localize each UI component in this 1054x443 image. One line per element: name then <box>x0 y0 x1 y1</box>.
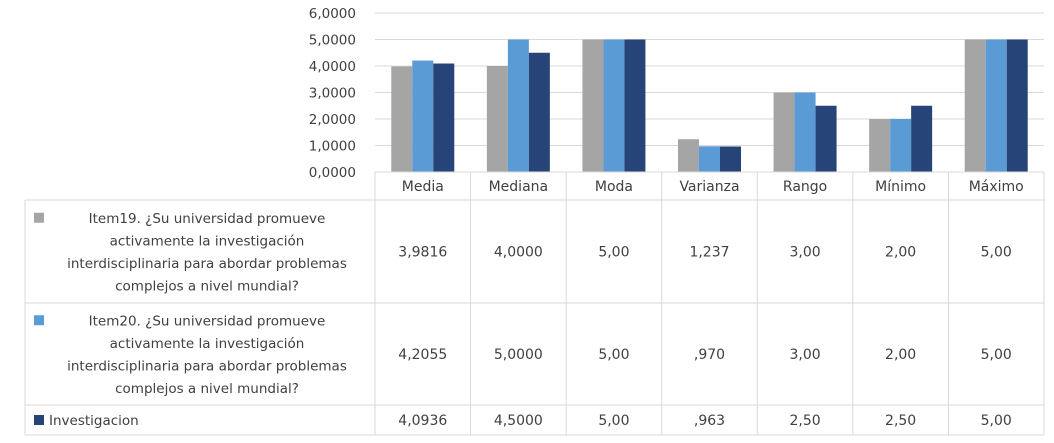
table-cell-value: 2,50 <box>789 413 820 429</box>
bar <box>507 39 529 172</box>
table-cell-value: 5,00 <box>981 413 1012 429</box>
legend-label-line: activamente la investigación <box>110 336 305 352</box>
table-cell-value: 5,00 <box>598 245 629 261</box>
category-label: Mediana <box>489 179 549 195</box>
table-cell-value: 1,237 <box>689 245 729 261</box>
data-table: Media Mediana Moda Varianza Rango Mínimo Máxim… <box>24 171 1045 436</box>
y-tick-label: 5,0000 <box>309 33 356 49</box>
bar <box>773 92 795 172</box>
table-cell-value: ,970 <box>694 347 725 363</box>
bar <box>720 146 741 172</box>
category-label: Mínimo <box>875 179 926 195</box>
legend-label-line: interdisciplinaria para abordar problema… <box>67 256 347 272</box>
y-tick-label: 3,0000 <box>309 86 356 102</box>
legend-key <box>34 415 44 425</box>
legend-label-line: complejos a nivel mundial? <box>115 278 299 294</box>
bar <box>815 105 837 172</box>
legend-key <box>34 212 44 223</box>
table-cell-value: 3,00 <box>789 245 820 261</box>
gridlines <box>375 12 1044 146</box>
bars <box>391 39 1028 173</box>
bar <box>964 39 986 172</box>
table-cell-value: 2,00 <box>885 245 916 261</box>
category-label: Rango <box>783 179 827 195</box>
y-tick-label: 2,0000 <box>309 112 356 128</box>
category-label: Varianza <box>679 179 739 195</box>
table-cell-value: 5,00 <box>981 347 1012 363</box>
table-cell-value: 4,2055 <box>398 347 447 363</box>
bar <box>699 146 720 172</box>
y-axis-tick-labels: 0,0000 1,0000 2,0000 3,0000 4,0000 5,0000 6,00… <box>309 6 356 181</box>
category-label: Moda <box>595 179 633 195</box>
legend-key <box>34 315 44 326</box>
bar <box>528 52 550 172</box>
table-cell-value: 5,00 <box>598 347 629 363</box>
table-cell-value: 2,50 <box>885 413 916 429</box>
table-cell-value: 4,0000 <box>494 245 543 261</box>
legend-label-line: interdisciplinaria para abordar problema… <box>67 358 347 374</box>
table-cell-value: 3,00 <box>789 347 820 363</box>
bar <box>603 39 625 172</box>
category-label: Máximo <box>969 179 1024 195</box>
y-tick-label: 6,0000 <box>309 6 356 22</box>
legend-label-line: Investigacion <box>49 413 139 429</box>
bar <box>869 119 891 172</box>
table-cell-value: 5,0000 <box>494 347 543 363</box>
table-cell-value: 5,00 <box>981 245 1012 261</box>
legend-label-line: activamente la investigación <box>110 233 305 249</box>
y-tick-label: 0,0000 <box>309 165 356 181</box>
bar <box>678 139 699 172</box>
legend-label-line: Item19. ¿Su universidad promueve <box>89 211 326 227</box>
table-cell-value: 3,9816 <box>398 245 447 261</box>
bar <box>391 66 413 172</box>
bar <box>1006 39 1028 172</box>
legend-label-line: complejos a nivel mundial? <box>115 381 299 397</box>
y-tick-label: 4,0000 <box>309 59 356 75</box>
category-label: Media <box>402 179 444 195</box>
table-cell-value: 5,00 <box>598 413 629 429</box>
bar <box>985 39 1007 172</box>
bar <box>911 105 933 172</box>
bar <box>412 60 434 173</box>
bar <box>794 92 816 172</box>
y-tick-label: 1,0000 <box>309 139 356 155</box>
bar <box>433 63 455 172</box>
table-cell-value: 2,00 <box>885 347 916 363</box>
table-cell-value: ,963 <box>694 413 725 429</box>
bar <box>582 39 604 172</box>
bar <box>624 39 646 172</box>
table-cell-value: 4,5000 <box>494 413 543 429</box>
table-cell-value: 4,0936 <box>398 413 447 429</box>
bar <box>890 119 912 172</box>
legend-label-line: Item20. ¿Su universidad promueve <box>89 313 326 329</box>
bar <box>486 66 508 172</box>
